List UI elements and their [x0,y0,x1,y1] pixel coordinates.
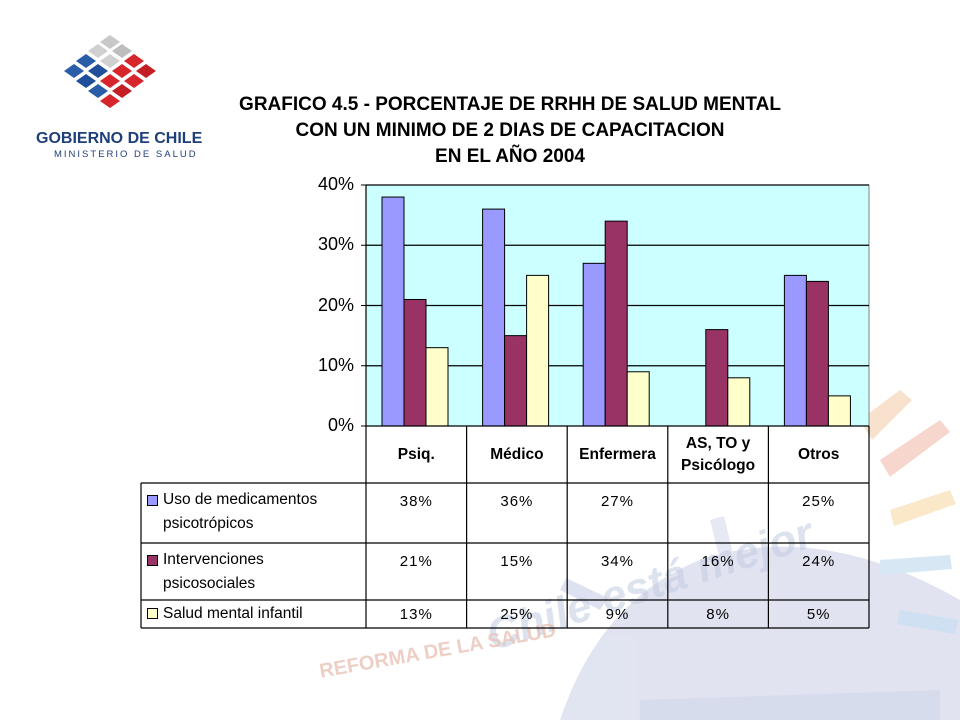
bar [727,377,751,427]
data-label: 25% [802,492,836,510]
category-label: Psiq. [366,428,467,481]
bar [403,298,427,427]
category-label: Enfermera [567,428,668,481]
bar [604,220,628,427]
watermark-ray [560,578,608,610]
chart-title-line: GRAFICO 4.5 - PORCENTAJE DE RRHH DE SALU… [239,94,781,115]
logo-diamonds-icon [64,35,156,108]
y-tick-label: 0% [327,415,354,435]
watermark-blob [560,546,960,720]
y-tick-label: 30% [317,234,354,255]
bar [626,371,650,427]
data-label: 8% [706,605,730,623]
y-tick-label: 20% [317,294,354,315]
legend-label-line: Salud mental infantil [163,605,303,622]
bar [504,335,528,427]
legend-label-line: Uso de medicamentos [163,491,318,508]
data-label: 25% [500,605,534,623]
watermark-ray [890,490,956,526]
bar [705,329,729,427]
y-tick-label: 10% [317,354,354,375]
category-label-line: Otros [798,445,840,463]
category-label-line: Psiq. [397,445,435,463]
legend-swatch [147,608,158,619]
category-label: AS, TO y Psicólogo [668,428,769,481]
data-label: 9% [605,605,630,623]
legend-swatch [147,495,158,506]
data-label: 24% [802,552,836,570]
bar [805,280,829,427]
watermark-ray [880,420,950,477]
legend-entry: Intervenciones psicosociales [163,548,368,596]
category-label: Médico [467,428,568,481]
data-label [668,483,769,519]
bar [827,395,851,427]
legend-swatch [147,555,158,566]
logo-title: GOBIERNO DE CHILE [36,130,203,147]
category-label-line: Médico [490,445,544,463]
bar [425,347,449,427]
chart-title: GRAFICO 4.5 - PORCENTAJE DE RRHH DE SALU… [190,92,830,170]
chart-title-line: EN EL AÑO 2004 [435,146,585,167]
category-label-line: Psicólogo [681,456,756,474]
category-label-line: AS, TO y [685,434,751,452]
data-label: 5% [806,605,831,623]
data-label: 16% [701,552,735,570]
data-label: 15% [500,552,534,570]
bar [381,196,405,427]
data-label: 13% [399,605,433,623]
legend-label-line: psicosociales [163,575,256,592]
legend-entry: Salud mental infantil [163,602,368,626]
bar [482,208,506,427]
data-label: 27% [600,492,634,510]
data-label: 34% [600,552,634,570]
bar [783,274,807,427]
category-label: Otros [768,428,869,481]
watermark-ray [880,555,952,575]
legend-label-line: psicotrópicos [163,515,254,532]
watermark-ray [897,610,958,634]
y-tick-label: 40% [317,174,354,194]
watermark-ray [710,516,734,560]
bar [526,274,550,427]
government-logo [64,35,156,108]
data-label: 38% [399,492,433,510]
data-label: 21% [399,552,433,570]
watermark-ray [860,390,912,440]
bar [582,262,606,427]
data-label: 36% [500,492,534,510]
category-label-line: Enfermera [579,445,656,463]
logo-subtitle: MINISTERIO DE SALUD [54,149,198,160]
legend-entry: Uso de medicamentos psicotrópicos [163,488,368,536]
legend-label-line: Intervenciones [163,551,264,568]
watermark-band [640,690,940,720]
chart-title-line: CON UN MINIMO DE 2 DIAS DE CAPACITACION [295,120,725,141]
